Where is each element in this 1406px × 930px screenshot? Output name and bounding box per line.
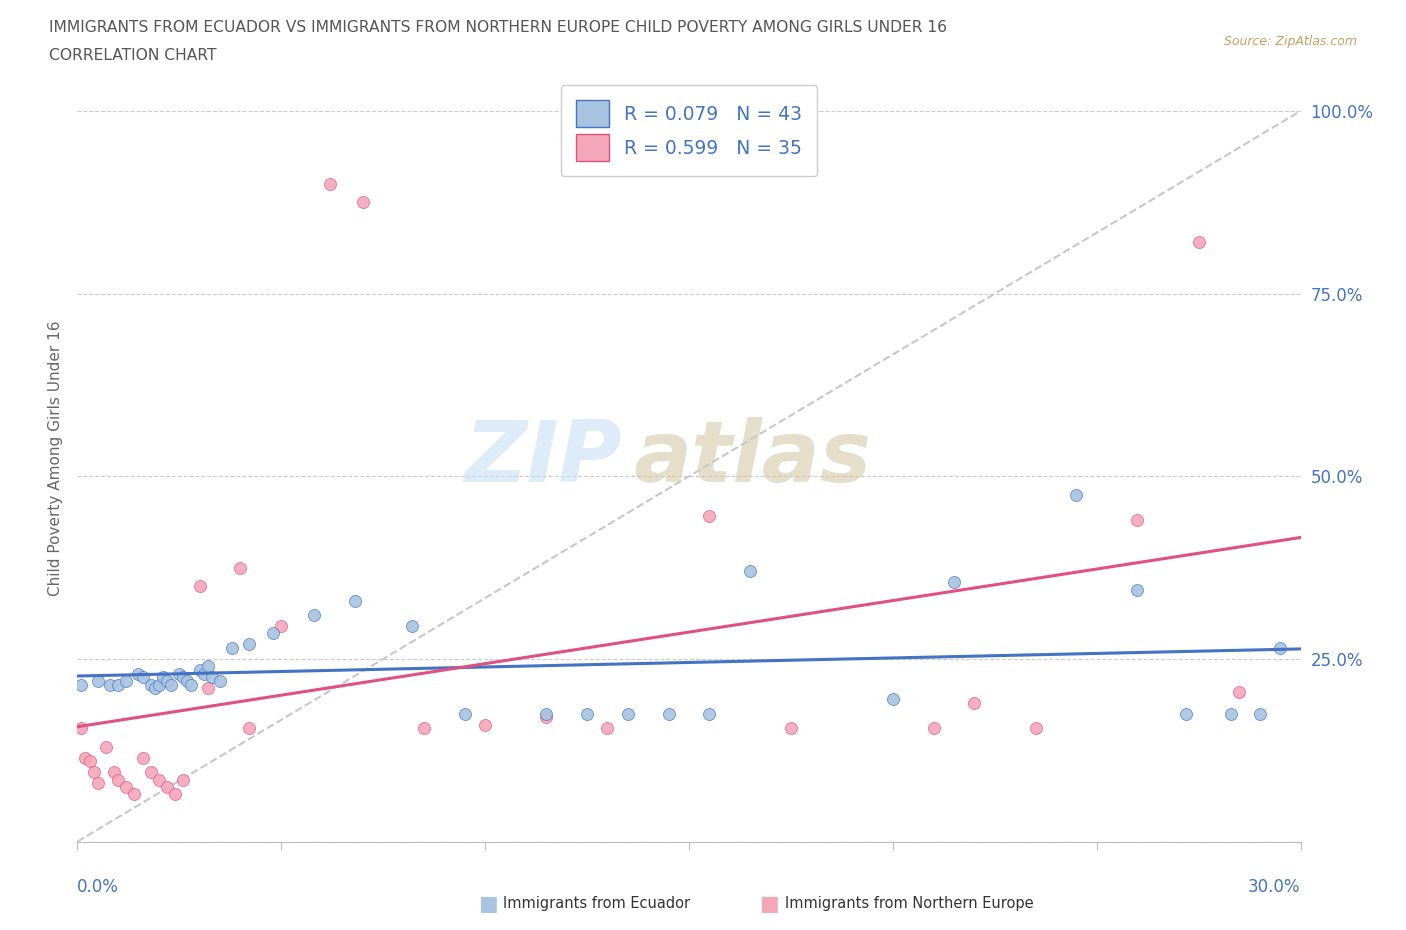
Text: Source: ZipAtlas.com: Source: ZipAtlas.com: [1223, 35, 1357, 48]
Point: [1220, 707, 1243, 722]
Point: [208, 673, 231, 688]
Text: Immigrants from Northern Europe: Immigrants from Northern Europe: [785, 897, 1033, 911]
Point: [1066, 487, 1088, 502]
Point: [963, 696, 986, 711]
Point: [148, 677, 170, 692]
Point: [699, 707, 721, 722]
Point: [94, 739, 117, 754]
Point: [87, 673, 110, 688]
Point: [1126, 512, 1149, 527]
Point: [172, 772, 194, 787]
Y-axis label: Child Poverty Among Girls Under 16: Child Poverty Among Girls Under 16: [48, 320, 63, 596]
Point: [617, 707, 640, 722]
Point: [180, 677, 202, 692]
Point: [172, 670, 194, 684]
Point: [1249, 707, 1271, 722]
Point: [139, 764, 162, 779]
Point: [165, 787, 187, 802]
Point: [156, 779, 179, 794]
Point: [922, 721, 945, 736]
Point: [160, 677, 183, 692]
Point: [699, 509, 721, 524]
Point: [70, 677, 93, 692]
Point: [169, 666, 191, 681]
Point: [740, 564, 762, 578]
Text: 0.0%: 0.0%: [77, 878, 120, 896]
Text: ZIP: ZIP: [464, 417, 621, 499]
Point: [127, 666, 149, 681]
Point: [238, 721, 260, 736]
Point: [139, 677, 162, 692]
Text: IMMIGRANTS FROM ECUADOR VS IMMIGRANTS FROM NORTHERN EUROPE CHILD POVERTY AMONG G: IMMIGRANTS FROM ECUADOR VS IMMIGRANTS FR…: [49, 20, 948, 35]
Point: [79, 754, 101, 769]
Point: [1268, 641, 1291, 656]
Legend: R = 0.079   N = 43, R = 0.599   N = 35: R = 0.079 N = 43, R = 0.599 N = 35: [561, 86, 817, 176]
Point: [401, 618, 423, 633]
Point: [148, 772, 170, 787]
Point: [197, 681, 219, 696]
Point: [124, 787, 146, 802]
Text: ■: ■: [759, 894, 779, 914]
Point: [262, 626, 284, 641]
Point: [83, 764, 105, 779]
Point: [87, 776, 110, 790]
Point: [115, 673, 138, 688]
Point: [152, 670, 174, 684]
Point: [75, 751, 97, 765]
Text: Immigrants from Ecuador: Immigrants from Ecuador: [503, 897, 690, 911]
Point: [453, 707, 475, 722]
Point: [1229, 684, 1251, 699]
Point: [302, 607, 325, 622]
Point: [576, 707, 599, 722]
Point: [70, 721, 93, 736]
Point: [1175, 707, 1198, 722]
Point: [107, 677, 129, 692]
Point: [1126, 582, 1149, 597]
Point: [197, 658, 219, 673]
Text: ■: ■: [478, 894, 498, 914]
Point: [176, 673, 198, 688]
Point: [1024, 721, 1046, 736]
Point: [1187, 235, 1209, 250]
Point: [882, 692, 904, 707]
Point: [474, 717, 496, 732]
Text: 30.0%: 30.0%: [1249, 878, 1301, 896]
Point: [98, 677, 121, 692]
Text: atlas: atlas: [634, 417, 872, 499]
Point: [156, 673, 179, 688]
Point: [103, 764, 125, 779]
Point: [143, 681, 166, 696]
Point: [221, 641, 243, 656]
Point: [658, 707, 681, 722]
Point: [229, 560, 252, 575]
Point: [596, 721, 619, 736]
Point: [942, 575, 965, 590]
Point: [534, 710, 557, 724]
Point: [413, 721, 436, 736]
Point: [779, 721, 801, 736]
Point: [115, 779, 138, 794]
Point: [238, 637, 260, 652]
Point: [188, 578, 211, 593]
Point: [131, 751, 153, 765]
Point: [193, 666, 215, 681]
Point: [188, 662, 211, 677]
Point: [107, 772, 129, 787]
Point: [534, 707, 557, 722]
Point: [343, 593, 366, 608]
Point: [352, 195, 374, 210]
Point: [131, 670, 153, 684]
Text: CORRELATION CHART: CORRELATION CHART: [49, 48, 217, 63]
Point: [319, 177, 342, 192]
Point: [270, 618, 292, 633]
Point: [201, 670, 224, 684]
